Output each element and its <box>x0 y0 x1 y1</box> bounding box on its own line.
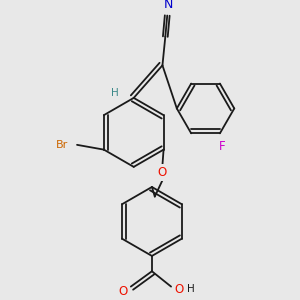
Text: H: H <box>111 88 119 98</box>
Text: O: O <box>158 166 167 179</box>
Text: O: O <box>174 283 183 296</box>
Text: N: N <box>164 0 173 11</box>
Text: Br: Br <box>56 140 68 150</box>
Text: F: F <box>218 140 225 153</box>
Text: H: H <box>187 284 195 295</box>
Text: O: O <box>118 285 128 298</box>
